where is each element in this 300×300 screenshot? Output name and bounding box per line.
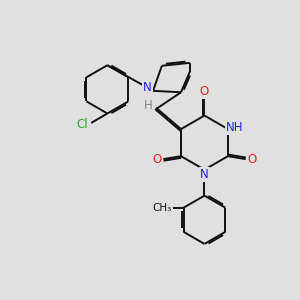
Text: O: O: [152, 153, 161, 166]
Text: O: O: [248, 153, 257, 166]
Text: NH: NH: [226, 121, 243, 134]
Text: N: N: [200, 168, 209, 181]
Text: Cl: Cl: [76, 118, 88, 131]
Text: O: O: [200, 85, 209, 98]
Text: H: H: [144, 99, 152, 112]
Text: N: N: [143, 81, 152, 94]
Text: CH₃: CH₃: [152, 203, 172, 213]
